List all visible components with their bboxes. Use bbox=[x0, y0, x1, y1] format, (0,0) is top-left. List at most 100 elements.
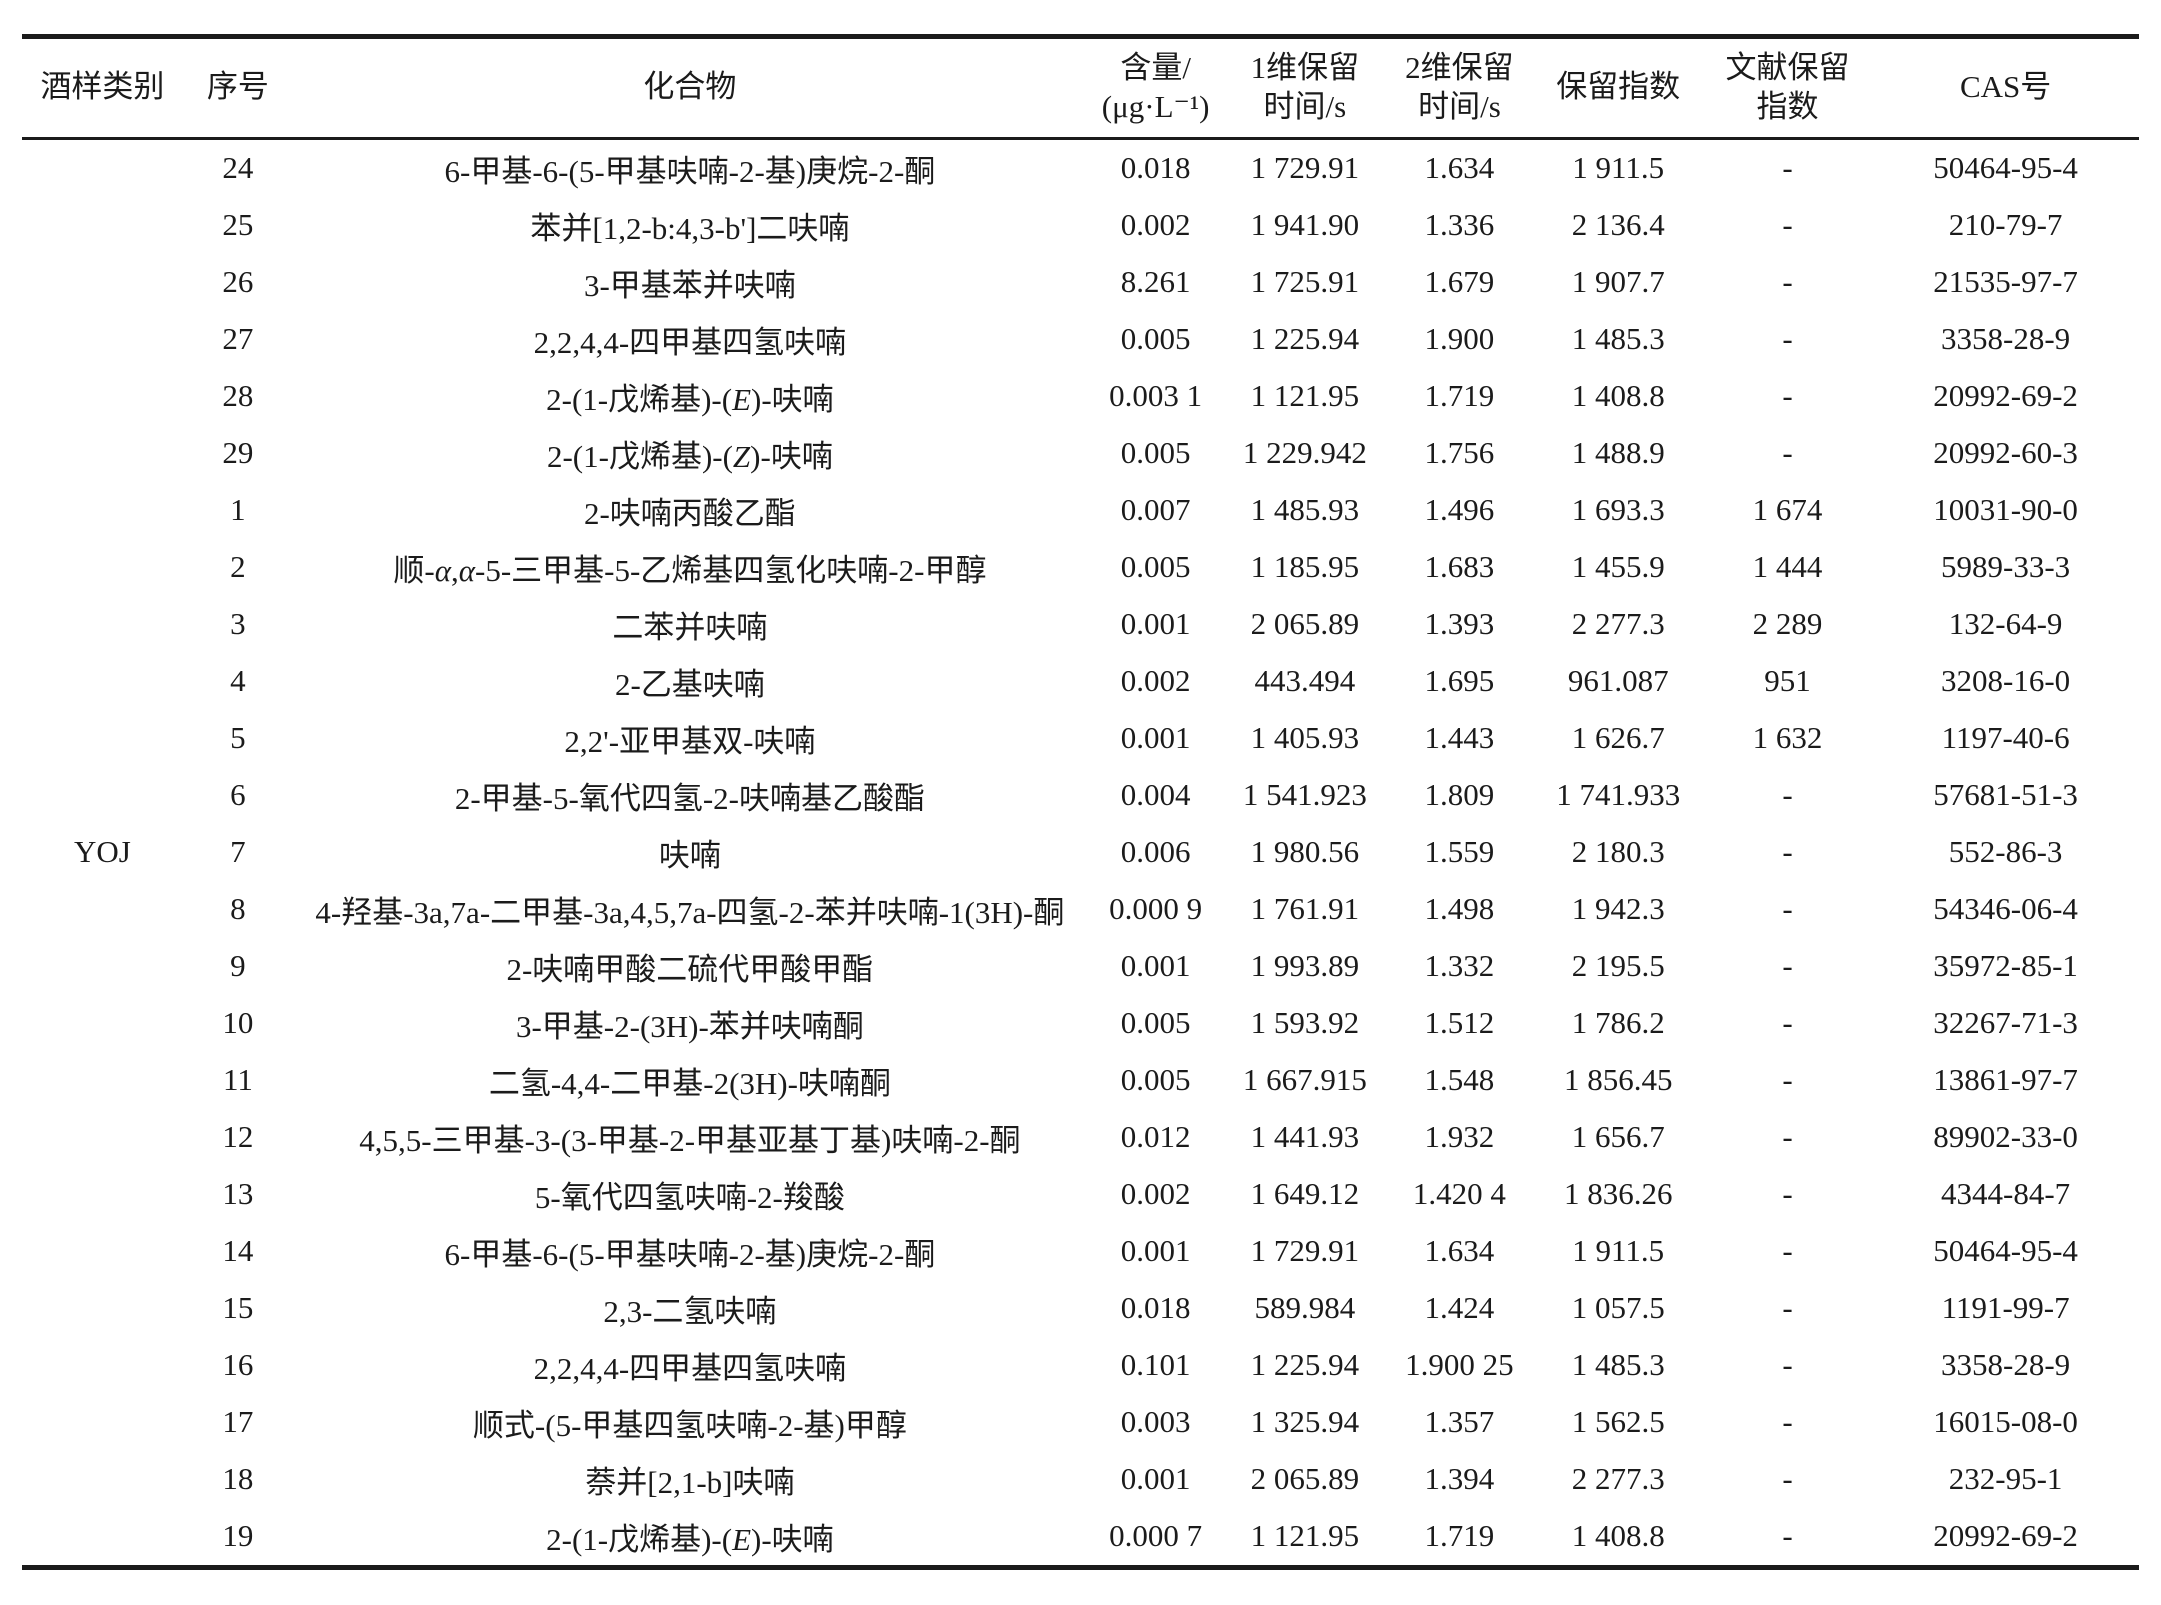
table-row: 4 2-乙基呋喃 0.002 443.494 1.695 961.087 951 3208-1… bbox=[22, 653, 2139, 710]
cas-cell: 3208-16-0 bbox=[1941, 663, 2071, 698]
row-index-cell: 24 bbox=[222, 150, 254, 185]
table-row: 8 4-羟基-3a,7a-二甲基-3a,4,5,7a-四氢-2-苯并呋喃-1(3H… bbox=[22, 881, 2139, 938]
retention-index-cell: 2 136.4 bbox=[1571, 207, 1665, 242]
literature-ri-cell: - bbox=[1782, 207, 1793, 242]
row-index-cell: 12 bbox=[222, 1119, 254, 1154]
header-line: 化合物 bbox=[643, 69, 737, 105]
compound-cell: 2,2'-亚甲基双-呋喃 bbox=[564, 723, 816, 759]
cas-cell: 32267-71-3 bbox=[1933, 1005, 2078, 1040]
compound-cell: 2,2,4,4-四甲基四氢呋喃 bbox=[533, 1350, 847, 1386]
retention-index-cell: 1 693.3 bbox=[1571, 492, 1665, 527]
literature-ri-cell: - bbox=[1782, 264, 1793, 299]
row-index-cell: 1 bbox=[230, 492, 246, 527]
cas-cell: 3358-28-9 bbox=[1941, 321, 2071, 356]
rt2-cell: 1.900 25 bbox=[1405, 1347, 1514, 1382]
literature-ri-cell: - bbox=[1782, 1404, 1793, 1439]
row-index-cell: 15 bbox=[222, 1290, 254, 1325]
table-header: 酒样类别 序号 化合物 含量/ (μg·L⁻¹) 1维保留 时间/s bbox=[22, 36, 2139, 140]
rt2-cell: 1.424 bbox=[1424, 1290, 1495, 1325]
table-row: 11 二氢-4,4-二甲基-2(3H)-呋喃酮 0.005 1 667.915 1.54… bbox=[22, 1052, 2139, 1109]
rt1-cell: 1 761.91 bbox=[1250, 891, 1360, 926]
table-row: 17 顺式-(5-甲基四氢呋喃-2-基)甲醇 0.003 1 325.94 1.357 1… bbox=[22, 1394, 2139, 1451]
compound-cell: 顺式-(5-甲基四氢呋喃-2-基)甲醇 bbox=[472, 1407, 907, 1443]
rt1-cell: 1 485.93 bbox=[1250, 492, 1360, 527]
header-line: 酒样类别 bbox=[40, 69, 165, 105]
rt2-cell: 1.498 bbox=[1424, 891, 1495, 926]
col-header-rt1: 1维保留 时间/s bbox=[1224, 36, 1386, 140]
cas-cell: 57681-51-3 bbox=[1933, 777, 2078, 812]
compound-cell: 4,5,5-三甲基-3-(3-甲基-2-甲基亚基丁基)呋喃-2-酮 bbox=[359, 1122, 1021, 1158]
header-line: 2维保留 bbox=[1405, 50, 1514, 85]
literature-ri-cell: - bbox=[1782, 1119, 1793, 1154]
literature-ri-cell: - bbox=[1782, 834, 1793, 869]
content-cell: 0.101 bbox=[1120, 1347, 1191, 1382]
table-row: 1 2-呋喃丙酸乙酯 0.007 1 485.93 1.496 1 693.3 1 674 1… bbox=[22, 482, 2139, 539]
retention-index-cell: 1 741.933 bbox=[1556, 777, 1681, 812]
content-cell: 8.261 bbox=[1120, 264, 1191, 299]
retention-index-cell: 1 485.3 bbox=[1571, 1347, 1665, 1382]
rt2-cell: 1.548 bbox=[1424, 1062, 1495, 1097]
content-cell: 0.005 bbox=[1120, 435, 1191, 470]
rt1-cell: 1 993.89 bbox=[1250, 948, 1360, 983]
cas-cell: 50464-95-4 bbox=[1933, 1233, 2078, 1268]
retention-index-cell: 1 856.45 bbox=[1563, 1062, 1673, 1097]
row-index-cell: 19 bbox=[222, 1518, 254, 1553]
literature-ri-cell: - bbox=[1782, 948, 1793, 983]
table-row: 2 顺-α,α-5-三甲基-5-乙烯基四氢化呋喃-2-甲醇 0.005 1 185.9… bbox=[22, 539, 2139, 596]
compound-table: 酒样类别 序号 化合物 含量/ (μg·L⁻¹) 1维保留 时间/s bbox=[22, 34, 2139, 1570]
rt2-cell: 1.809 bbox=[1424, 777, 1495, 812]
rt1-cell: 1 729.91 bbox=[1250, 1233, 1360, 1268]
rt2-cell: 1.634 bbox=[1424, 150, 1495, 185]
table-row: 15 2,3-二氢呋喃 0.018 589.984 1.424 1 057.5 - 1191-… bbox=[22, 1280, 2139, 1337]
row-index-cell: 18 bbox=[222, 1461, 254, 1496]
compound-cell: 萘并[2,1-b]呋喃 bbox=[585, 1464, 795, 1500]
cas-cell: 552-86-3 bbox=[1948, 834, 2063, 869]
compound-cell: 3-甲基-2-(3H)-苯并呋喃酮 bbox=[515, 1008, 864, 1044]
rt1-cell: 1 941.90 bbox=[1250, 207, 1360, 242]
header-line: 1维保留 bbox=[1250, 50, 1360, 85]
content-cell: 0.004 bbox=[1120, 777, 1191, 812]
content-cell: 0.001 bbox=[1120, 720, 1191, 755]
header-line: 文献保留 bbox=[1725, 50, 1850, 85]
rt2-cell: 1.679 bbox=[1424, 264, 1495, 299]
rt1-cell: 1 225.94 bbox=[1250, 321, 1360, 356]
literature-ri-cell: 1 674 bbox=[1752, 492, 1823, 527]
table-row: 19 2-(1-戊烯基)-(E)-呋喃 0.000 7 1 121.95 1.719 1 … bbox=[22, 1508, 2139, 1568]
header-line: 时间/s bbox=[1263, 88, 1347, 124]
header-row: 酒样类别 序号 化合物 含量/ (μg·L⁻¹) 1维保留 时间/s bbox=[22, 36, 2139, 140]
col-header-rt2: 2维保留 时间/s bbox=[1385, 36, 1534, 140]
content-cell: 0.001 bbox=[1120, 606, 1191, 641]
content-cell: 0.005 bbox=[1120, 549, 1191, 584]
compound-cell: 2-呋喃甲酸二硫代甲酸甲酯 bbox=[506, 951, 874, 987]
retention-index-cell: 2 277.3 bbox=[1571, 1461, 1665, 1496]
row-index-cell: 8 bbox=[230, 891, 246, 926]
rt1-cell: 1 185.95 bbox=[1250, 549, 1360, 584]
rt2-cell: 1.332 bbox=[1424, 948, 1495, 983]
compound-cell: 二氢-4,4-二甲基-2(3H)-呋喃酮 bbox=[488, 1065, 891, 1101]
content-cell: 0.001 bbox=[1120, 948, 1191, 983]
table-row: 26 3-甲基苯并呋喃 8.261 1 725.91 1.679 1 907.7 - 2153… bbox=[22, 254, 2139, 311]
compound-cell: 5-氧代四氢呋喃-2-羧酸 bbox=[534, 1179, 845, 1215]
content-cell: 0.005 bbox=[1120, 1005, 1191, 1040]
row-index-cell: 5 bbox=[230, 720, 246, 755]
cas-cell: 210-79-7 bbox=[1948, 207, 2063, 242]
compound-cell: 2-呋喃丙酸乙酯 bbox=[583, 495, 796, 531]
rt1-cell: 2 065.89 bbox=[1250, 1461, 1360, 1496]
rt1-cell: 1 593.92 bbox=[1250, 1005, 1360, 1040]
row-index-cell: 9 bbox=[230, 948, 246, 983]
retention-index-cell: 1 656.7 bbox=[1571, 1119, 1665, 1154]
cas-cell: 50464-95-4 bbox=[1933, 150, 2078, 185]
cas-cell: 4344-84-7 bbox=[1941, 1176, 2071, 1211]
retention-index-cell: 1 911.5 bbox=[1572, 150, 1665, 185]
compound-cell: 6-甲基-6-(5-甲基呋喃-2-基)庚烷-2-酮 bbox=[444, 1236, 936, 1272]
cas-cell: 35972-85-1 bbox=[1933, 948, 2078, 983]
content-cell: 0.002 bbox=[1120, 663, 1191, 698]
compound-cell: 二苯并呋喃 bbox=[612, 609, 768, 645]
table-row: YOJ 24 6-甲基-6-(5-甲基呋喃-2-基)庚烷-2-酮 0.018 1 729… bbox=[22, 138, 2139, 869]
header-line: CAS号 bbox=[1959, 69, 2052, 105]
rt1-cell: 1 225.94 bbox=[1250, 1347, 1360, 1382]
rt1-cell: 1 541.923 bbox=[1242, 777, 1367, 812]
rt2-cell: 1.634 bbox=[1424, 1233, 1495, 1268]
cas-cell: 21535-97-7 bbox=[1933, 264, 2078, 299]
